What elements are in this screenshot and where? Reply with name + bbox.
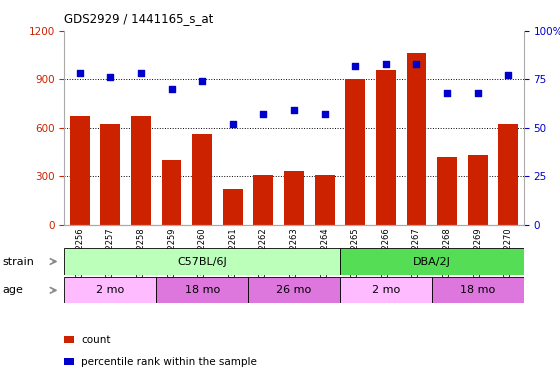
Point xyxy=(381,61,390,67)
Text: 18 mo: 18 mo xyxy=(185,285,220,295)
Point xyxy=(320,111,329,117)
Point xyxy=(290,107,298,113)
Text: 2 mo: 2 mo xyxy=(96,285,124,295)
Point xyxy=(473,90,482,96)
Bar xyxy=(64,248,340,275)
Text: DBA/2J: DBA/2J xyxy=(413,257,451,266)
Text: age: age xyxy=(3,285,24,295)
Text: percentile rank within the sample: percentile rank within the sample xyxy=(81,357,257,367)
Bar xyxy=(340,277,432,303)
Bar xyxy=(432,277,524,303)
Bar xyxy=(156,277,248,303)
Text: 18 mo: 18 mo xyxy=(460,285,495,295)
Point xyxy=(167,86,176,92)
Text: C57BL/6J: C57BL/6J xyxy=(178,257,227,266)
Bar xyxy=(468,155,488,225)
Bar xyxy=(162,160,181,225)
Bar xyxy=(70,116,90,225)
Bar xyxy=(346,79,365,225)
Point xyxy=(75,70,84,76)
Bar xyxy=(254,175,273,225)
Text: GDS2929 / 1441165_s_at: GDS2929 / 1441165_s_at xyxy=(64,12,214,25)
Bar xyxy=(131,116,151,225)
Bar xyxy=(376,70,396,225)
Text: 26 mo: 26 mo xyxy=(277,285,311,295)
Point xyxy=(137,70,146,76)
Bar xyxy=(498,124,518,225)
Point xyxy=(351,63,360,69)
Point xyxy=(412,61,421,67)
Bar xyxy=(248,277,340,303)
Bar xyxy=(340,248,524,275)
Point xyxy=(259,111,268,117)
Bar xyxy=(192,134,212,225)
Point xyxy=(442,90,451,96)
Bar xyxy=(100,124,120,225)
Bar xyxy=(437,157,457,225)
Text: 2 mo: 2 mo xyxy=(372,285,400,295)
Bar xyxy=(407,53,426,225)
Bar xyxy=(315,175,334,225)
Bar xyxy=(223,189,242,225)
Point xyxy=(198,78,207,84)
Point xyxy=(504,72,513,78)
Bar xyxy=(64,277,156,303)
Point xyxy=(106,74,115,80)
Text: strain: strain xyxy=(3,257,35,266)
Bar xyxy=(284,171,304,225)
Text: count: count xyxy=(81,335,111,345)
Point xyxy=(228,121,237,127)
